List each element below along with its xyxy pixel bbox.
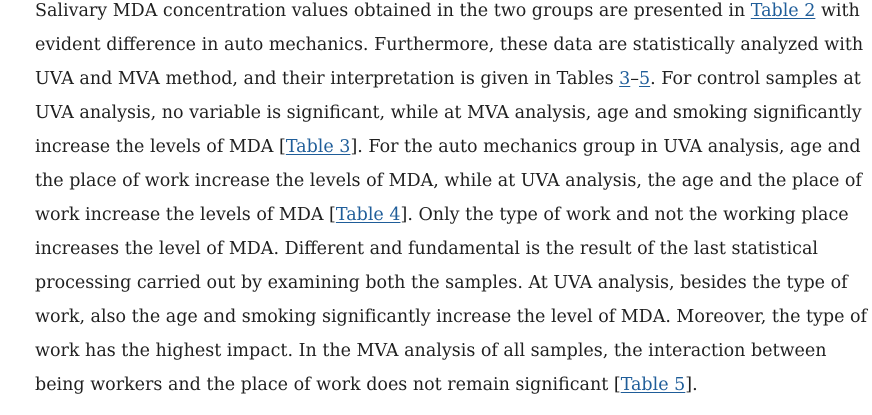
text-segment: work increase the levels of MDA [ bbox=[35, 205, 336, 225]
text-segment: the place of work increase the levels of… bbox=[35, 171, 862, 191]
text-segment: with bbox=[815, 1, 860, 21]
table-3-link[interactable]: Table 3 bbox=[285, 137, 351, 157]
text-segment: ]. bbox=[685, 375, 698, 395]
text-segment: increases the level of MDA. Different an… bbox=[35, 239, 818, 259]
body-paragraph: Salivary MDA concentration values obtain… bbox=[35, 0, 867, 402]
text-segment: ]. Only the type of work and not the wor… bbox=[400, 205, 849, 225]
text-segment: . For control samples at bbox=[650, 69, 861, 89]
text-line: work has the highest impact. In the MVA … bbox=[35, 334, 867, 368]
text-line: processing carried out by examining both… bbox=[35, 266, 867, 300]
text-segment: being workers and the place of work does… bbox=[35, 375, 621, 395]
text-segment: evident difference in auto mechanics. Fu… bbox=[35, 35, 864, 55]
text-segment: UVA analysis, no variable is significant… bbox=[35, 103, 862, 123]
text-line: increase the levels of MDA [Table 3]. Fo… bbox=[35, 130, 867, 164]
table-5-link[interactable]: Table 5 bbox=[620, 375, 686, 395]
text-segment: – bbox=[630, 69, 640, 89]
table-3-range-link[interactable]: 3 bbox=[619, 69, 631, 89]
text-line: UVA analysis, no variable is significant… bbox=[35, 96, 867, 130]
text-line: work increase the levels of MDA [Table 4… bbox=[35, 198, 867, 232]
text-segment: Salivary MDA concentration values obtain… bbox=[35, 1, 751, 21]
text-segment: work, also the age and smoking significa… bbox=[35, 307, 868, 327]
text-line: Salivary MDA concentration values obtain… bbox=[35, 0, 867, 28]
text-line: the place of work increase the levels of… bbox=[35, 164, 867, 198]
text-line: being workers and the place of work does… bbox=[35, 368, 867, 402]
text-line: UVA and MVA method, and their interpreta… bbox=[35, 62, 867, 96]
text-segment: increase the levels of MDA [ bbox=[35, 137, 286, 157]
text-segment: work has the highest impact. In the MVA … bbox=[35, 341, 827, 361]
text-segment: UVA and MVA method, and their interpreta… bbox=[35, 69, 620, 89]
text-line: evident difference in auto mechanics. Fu… bbox=[35, 28, 867, 62]
text-line: increases the level of MDA. Different an… bbox=[35, 232, 867, 266]
table-5-range-link[interactable]: 5 bbox=[639, 69, 651, 89]
table-4-link[interactable]: Table 4 bbox=[335, 205, 401, 225]
table-2-link[interactable]: Table 2 bbox=[750, 1, 816, 21]
text-segment: processing carried out by examining both… bbox=[35, 273, 848, 293]
text-line: work, also the age and smoking significa… bbox=[35, 300, 867, 334]
text-segment: ]. For the auto mechanics group in UVA a… bbox=[350, 137, 861, 157]
